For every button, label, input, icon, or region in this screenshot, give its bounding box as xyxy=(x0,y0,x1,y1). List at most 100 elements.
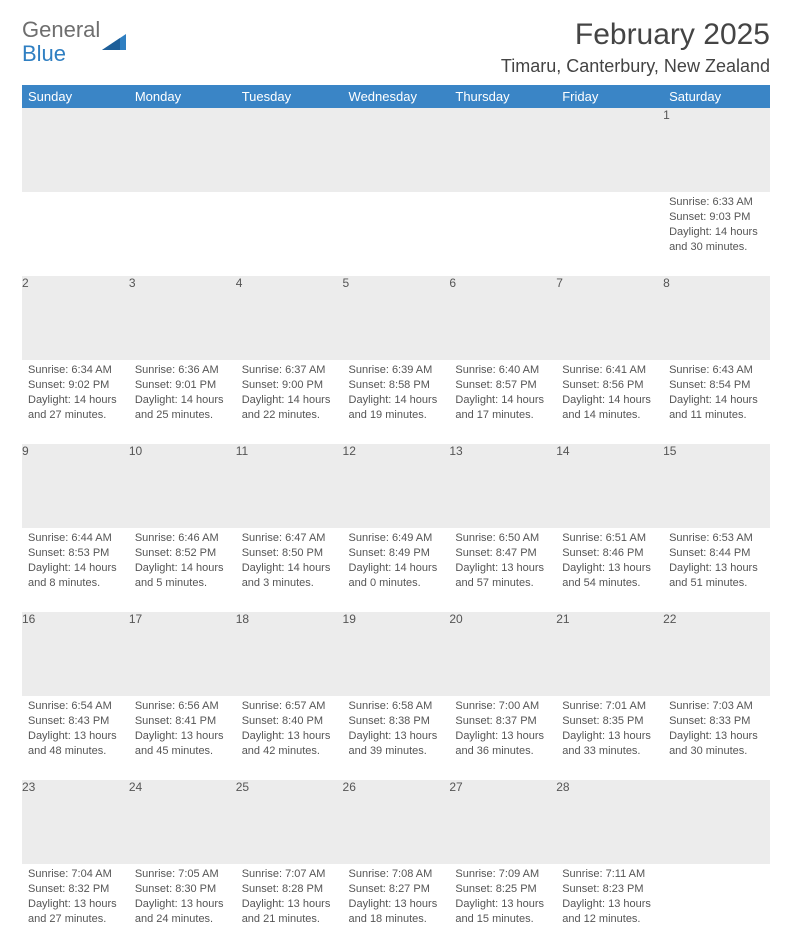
title-block: February 2025 Timaru, Canterbury, New Ze… xyxy=(501,18,770,77)
day-number: 4 xyxy=(236,276,343,360)
day-cell: Sunrise: 7:03 AMSunset: 8:33 PMDaylight:… xyxy=(663,696,770,780)
daylight-text: Daylight: 13 hours xyxy=(28,729,123,744)
daylight-text: Daylight: 13 hours xyxy=(455,897,550,912)
day-cell: Sunrise: 6:39 AMSunset: 8:58 PMDaylight:… xyxy=(343,360,450,444)
sunset-text: Sunset: 8:58 PM xyxy=(349,378,444,393)
sunset-text: Sunset: 8:49 PM xyxy=(349,546,444,561)
daylight-text: Daylight: 14 hours xyxy=(455,393,550,408)
day-number-row: 16171819202122 xyxy=(22,612,770,696)
day-number: 6 xyxy=(449,276,556,360)
sunset-text: Sunset: 8:25 PM xyxy=(455,882,550,897)
daylight-text: Daylight: 14 hours xyxy=(562,393,657,408)
day-cell: Sunrise: 6:46 AMSunset: 8:52 PMDaylight:… xyxy=(129,528,236,612)
daylight-text: and 22 minutes. xyxy=(242,408,337,423)
sunrise-text: Sunrise: 6:34 AM xyxy=(28,363,123,378)
logo-line1: General xyxy=(22,18,100,42)
sunrise-text: Sunrise: 6:37 AM xyxy=(242,363,337,378)
day-number-row: 1 xyxy=(22,108,770,192)
day-number: 18 xyxy=(236,612,343,696)
sunrise-text: Sunrise: 6:36 AM xyxy=(135,363,230,378)
daylight-text: and 48 minutes. xyxy=(28,744,123,759)
daylight-text: Daylight: 13 hours xyxy=(562,897,657,912)
daylight-text: and 17 minutes. xyxy=(455,408,550,423)
daylight-text: and 33 minutes. xyxy=(562,744,657,759)
day-number: 20 xyxy=(449,612,556,696)
sunset-text: Sunset: 8:44 PM xyxy=(669,546,764,561)
col-sunday: Sunday xyxy=(22,85,129,108)
sunrise-text: Sunrise: 6:56 AM xyxy=(135,699,230,714)
sunrise-text: Sunrise: 7:03 AM xyxy=(669,699,764,714)
sunrise-text: Sunrise: 6:46 AM xyxy=(135,531,230,546)
daylight-text: and 27 minutes. xyxy=(28,912,123,927)
sunset-text: Sunset: 8:41 PM xyxy=(135,714,230,729)
day-cell xyxy=(236,192,343,276)
sunrise-text: Sunrise: 6:54 AM xyxy=(28,699,123,714)
sunset-text: Sunset: 9:03 PM xyxy=(669,210,764,225)
day-number-row: 2345678 xyxy=(22,276,770,360)
daylight-text: and 12 minutes. xyxy=(562,912,657,927)
day-cell: Sunrise: 6:54 AMSunset: 8:43 PMDaylight:… xyxy=(22,696,129,780)
sunrise-text: Sunrise: 6:58 AM xyxy=(349,699,444,714)
sunrise-text: Sunrise: 6:41 AM xyxy=(562,363,657,378)
sunset-text: Sunset: 8:46 PM xyxy=(562,546,657,561)
day-cell: Sunrise: 6:47 AMSunset: 8:50 PMDaylight:… xyxy=(236,528,343,612)
day-number xyxy=(129,108,236,192)
sunrise-text: Sunrise: 6:50 AM xyxy=(455,531,550,546)
sunset-text: Sunset: 8:57 PM xyxy=(455,378,550,393)
logo-line2: Blue xyxy=(22,42,100,66)
day-number: 21 xyxy=(556,612,663,696)
day-number: 2 xyxy=(22,276,129,360)
sunrise-text: Sunrise: 6:47 AM xyxy=(242,531,337,546)
daylight-text: and 8 minutes. xyxy=(28,576,123,591)
weekday-header-row: Sunday Monday Tuesday Wednesday Thursday… xyxy=(22,85,770,108)
daylight-text: and 25 minutes. xyxy=(135,408,230,423)
sunset-text: Sunset: 8:50 PM xyxy=(242,546,337,561)
day-number: 8 xyxy=(663,276,770,360)
day-number: 15 xyxy=(663,444,770,528)
sunset-text: Sunset: 8:40 PM xyxy=(242,714,337,729)
daylight-text: Daylight: 13 hours xyxy=(242,897,337,912)
sunset-text: Sunset: 8:37 PM xyxy=(455,714,550,729)
day-number: 26 xyxy=(343,780,450,864)
col-wednesday: Wednesday xyxy=(343,85,450,108)
day-number: 9 xyxy=(22,444,129,528)
daylight-text: Daylight: 14 hours xyxy=(242,561,337,576)
day-cell: Sunrise: 6:36 AMSunset: 9:01 PMDaylight:… xyxy=(129,360,236,444)
day-number: 24 xyxy=(129,780,236,864)
daylight-text: Daylight: 14 hours xyxy=(135,561,230,576)
sunset-text: Sunset: 8:30 PM xyxy=(135,882,230,897)
day-number xyxy=(556,108,663,192)
day-cell xyxy=(343,192,450,276)
sunrise-text: Sunrise: 7:11 AM xyxy=(562,867,657,882)
day-cell: Sunrise: 7:00 AMSunset: 8:37 PMDaylight:… xyxy=(449,696,556,780)
day-number-row: 9101112131415 xyxy=(22,444,770,528)
sunset-text: Sunset: 8:53 PM xyxy=(28,546,123,561)
logo: General Blue xyxy=(22,18,128,66)
sunset-text: Sunset: 8:23 PM xyxy=(562,882,657,897)
day-cell: Sunrise: 6:33 AMSunset: 9:03 PMDaylight:… xyxy=(663,192,770,276)
col-tuesday: Tuesday xyxy=(236,85,343,108)
sunrise-text: Sunrise: 7:08 AM xyxy=(349,867,444,882)
daylight-text: and 42 minutes. xyxy=(242,744,337,759)
col-friday: Friday xyxy=(556,85,663,108)
month-title: February 2025 xyxy=(501,18,770,52)
sunrise-text: Sunrise: 6:33 AM xyxy=(669,195,764,210)
sunrise-text: Sunrise: 7:05 AM xyxy=(135,867,230,882)
day-number: 17 xyxy=(129,612,236,696)
day-number xyxy=(236,108,343,192)
day-number: 5 xyxy=(343,276,450,360)
day-number: 22 xyxy=(663,612,770,696)
daylight-text: Daylight: 14 hours xyxy=(135,393,230,408)
col-saturday: Saturday xyxy=(663,85,770,108)
daylight-text: Daylight: 13 hours xyxy=(242,729,337,744)
day-cell: Sunrise: 7:08 AMSunset: 8:27 PMDaylight:… xyxy=(343,864,450,948)
logo-triangle-icon xyxy=(102,32,128,52)
daylight-text: and 11 minutes. xyxy=(669,408,764,423)
day-number: 7 xyxy=(556,276,663,360)
day-cell: Sunrise: 6:37 AMSunset: 9:00 PMDaylight:… xyxy=(236,360,343,444)
sunset-text: Sunset: 9:01 PM xyxy=(135,378,230,393)
sunset-text: Sunset: 8:38 PM xyxy=(349,714,444,729)
daylight-text: Daylight: 14 hours xyxy=(349,393,444,408)
day-cell: Sunrise: 6:58 AMSunset: 8:38 PMDaylight:… xyxy=(343,696,450,780)
sunset-text: Sunset: 8:32 PM xyxy=(28,882,123,897)
